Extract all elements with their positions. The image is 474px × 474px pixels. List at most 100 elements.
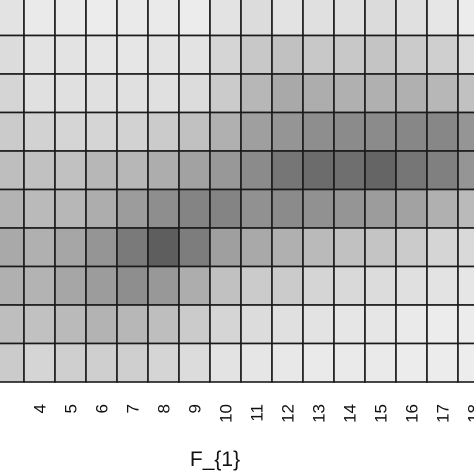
heatmap-cell	[178, 111, 211, 152]
heatmap-cell	[240, 227, 273, 268]
heatmap-cell	[54, 304, 87, 345]
heatmap-cell	[333, 342, 366, 383]
heatmap-cell	[240, 265, 273, 306]
x-tick-label: 5	[62, 404, 81, 413]
heatmap-cell	[302, 150, 335, 191]
heatmap-cell	[333, 265, 366, 306]
heatmap-cell	[240, 342, 273, 383]
heatmap-cell	[395, 150, 428, 191]
heatmap-cell	[178, 34, 211, 75]
heatmap-cell	[333, 73, 366, 114]
heatmap-cell	[116, 188, 149, 229]
heatmap-cell	[54, 188, 87, 229]
heatmap-cell	[23, 188, 56, 229]
heatmap-cell	[426, 111, 459, 152]
heatmap-cell	[364, 342, 397, 383]
heatmap-cell	[426, 342, 459, 383]
heatmap-cell	[23, 0, 56, 37]
heatmap-cell	[271, 342, 304, 383]
heatmap-cell	[209, 227, 242, 268]
heatmap-cell	[0, 111, 25, 152]
heatmap-cell	[302, 188, 335, 229]
heatmap-cell	[147, 188, 180, 229]
heatmap-cell	[240, 34, 273, 75]
heatmap-cell	[116, 304, 149, 345]
heatmap-cell	[0, 150, 25, 191]
heatmap-cell	[240, 150, 273, 191]
heatmap-cell	[457, 342, 474, 383]
heatmap-cell	[0, 227, 25, 268]
heatmap-cells	[0, 0, 474, 383]
heatmap-cell	[271, 304, 304, 345]
heatmap-cell	[85, 150, 118, 191]
heatmap-cell	[240, 188, 273, 229]
heatmap-cell	[23, 342, 56, 383]
heatmap-cell	[426, 304, 459, 345]
heatmap-cell	[364, 227, 397, 268]
heatmap-cell	[147, 342, 180, 383]
heatmap-cell	[302, 111, 335, 152]
heatmap-cell	[364, 111, 397, 152]
heatmap-cell	[178, 265, 211, 306]
heatmap-cell	[178, 188, 211, 229]
heatmap-cell	[302, 304, 335, 345]
heatmap-cell	[209, 188, 242, 229]
heatmap-cell	[178, 342, 211, 383]
heatmap-cell	[271, 0, 304, 37]
heatmap-cell	[116, 227, 149, 268]
heatmap-cell	[426, 73, 459, 114]
heatmap-cell	[457, 227, 474, 268]
heatmap-cell	[178, 0, 211, 37]
heatmap-cell	[54, 0, 87, 37]
heatmap-cell	[271, 227, 304, 268]
heatmap-cell	[364, 0, 397, 37]
heatmap-cell	[0, 342, 25, 383]
heatmap-cell	[209, 304, 242, 345]
heatmap-cell	[395, 227, 428, 268]
x-tick-label: 7	[124, 404, 143, 413]
heatmap-cell	[116, 111, 149, 152]
heatmap-cell	[302, 73, 335, 114]
heatmap-cell	[116, 34, 149, 75]
heatmap-cell	[457, 150, 474, 191]
heatmap-cell	[23, 265, 56, 306]
heatmap-cell	[333, 227, 366, 268]
heatmap-cell	[0, 0, 25, 37]
heatmap-cell	[395, 73, 428, 114]
x-tick-label: 13	[310, 404, 329, 423]
heatmap-cell	[85, 342, 118, 383]
heatmap-cell	[364, 73, 397, 114]
heatmap-cell	[0, 34, 25, 75]
heatmap-cell	[0, 188, 25, 229]
heatmap-cell	[116, 265, 149, 306]
heatmap-cell	[271, 34, 304, 75]
heatmap-cell	[85, 265, 118, 306]
heatmap-cell	[302, 265, 335, 306]
heatmap-cell	[333, 0, 366, 37]
heatmap-cell	[240, 111, 273, 152]
heatmap-cell	[271, 73, 304, 114]
heatmap-cell	[85, 73, 118, 114]
heatmap-cell	[147, 304, 180, 345]
heatmap-cell	[23, 150, 56, 191]
x-tick-label: 18	[465, 404, 474, 423]
heatmap-cell	[54, 227, 87, 268]
heatmap-cell	[426, 150, 459, 191]
heatmap-cell	[85, 304, 118, 345]
heatmap-cell	[54, 73, 87, 114]
heatmap-cell	[178, 304, 211, 345]
heatmap-cell	[302, 342, 335, 383]
heatmap-cell	[209, 342, 242, 383]
heatmap-cell	[426, 265, 459, 306]
heatmap-cell	[209, 150, 242, 191]
heatmap-cell	[147, 0, 180, 37]
heatmap-cell	[302, 0, 335, 37]
heatmap-cell	[271, 111, 304, 152]
heatmap-cell	[147, 150, 180, 191]
heatmap-cell	[395, 188, 428, 229]
heatmap-cell	[178, 150, 211, 191]
heatmap-cell	[426, 188, 459, 229]
heatmap-cell	[457, 188, 474, 229]
heatmap-cell	[395, 111, 428, 152]
heatmap-cell	[457, 111, 474, 152]
